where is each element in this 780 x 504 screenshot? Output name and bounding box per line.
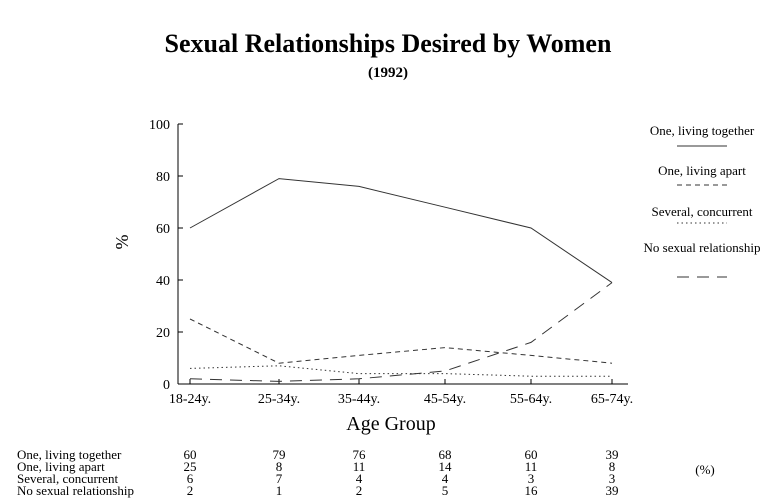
table-row-label: One, living apart [17, 459, 105, 474]
y-axis-label: % [112, 235, 132, 250]
x-axis-label: Age Group [346, 413, 435, 435]
table-cell: 60 [184, 447, 197, 462]
legend-label-1: One, living together [650, 123, 755, 138]
table-cell: 4 [356, 471, 363, 486]
legend-label-4: No sexual relationship [644, 240, 761, 255]
x-tick-label: 45-54y. [424, 392, 466, 407]
chart-subtitle: (1992) [368, 65, 408, 81]
chart-title: Sexual Relationships Desired by Women [165, 29, 612, 58]
table-cell: 39 [606, 483, 619, 498]
series-lines [189, 178, 613, 382]
x-ticks: 18-24y. 25-34y. 35-44y. 45-54y. 55-64y. 65-74… [169, 379, 633, 407]
table-row-label: No sexual relationship [17, 483, 134, 498]
table-cell: 1 [276, 483, 283, 498]
table-cell: 8 [276, 459, 283, 474]
table-cell: 5 [442, 483, 449, 498]
table-cell: 6 [187, 471, 194, 486]
table-cell: 39 [606, 447, 619, 462]
y-tick-label: 60 [156, 222, 170, 237]
table-cell: 60 [525, 447, 538, 462]
table-cell: 25 [184, 459, 197, 474]
y-ticks: 0 20 40 60 80 100 [149, 118, 183, 393]
table-cell: 11 [353, 459, 366, 474]
table-cell: 16 [525, 483, 539, 498]
series-line-4 [189, 282, 613, 382]
table-cell: 3 [528, 471, 535, 486]
x-tick-label: 25-34y. [258, 392, 300, 407]
legend: One, living together One, living apart Sev… [644, 123, 761, 278]
table-cell: 2 [187, 483, 194, 498]
table-cell: 3 [609, 471, 616, 486]
y-tick-label: 20 [156, 326, 170, 341]
table-cell: 68 [439, 447, 452, 462]
y-tick-label: 100 [149, 118, 170, 133]
table-cell: 76 [353, 447, 367, 462]
table-cell: 7 [276, 471, 283, 486]
x-tick-label: 18-24y. [169, 392, 211, 407]
x-tick-label: 55-64y. [510, 392, 552, 407]
table-row-label: One, living together [17, 447, 122, 462]
series-line-3 [189, 365, 612, 377]
x-tick-label: 35-44y. [338, 392, 380, 407]
y-tick-label: 80 [156, 170, 170, 185]
y-tick-label: 40 [156, 274, 170, 289]
table-cell: 2 [356, 483, 363, 498]
table-unit-label: (%) [695, 462, 715, 477]
legend-label-2: One, living apart [658, 163, 746, 178]
table-cell: 4 [442, 471, 449, 486]
series-line-2 [189, 318, 613, 364]
table-cell: 11 [525, 459, 538, 474]
y-tick-label: 0 [163, 378, 170, 393]
table-row-label: Several, concurrent [17, 471, 118, 486]
legend-label-3: Several, concurrent [651, 204, 752, 219]
table-cell: 14 [439, 459, 453, 474]
series-line-1 [189, 178, 613, 284]
table-cell: 79 [273, 447, 286, 462]
x-tick-label: 65-74y. [591, 392, 633, 407]
axes [177, 124, 628, 385]
table-cell: 8 [609, 459, 616, 474]
